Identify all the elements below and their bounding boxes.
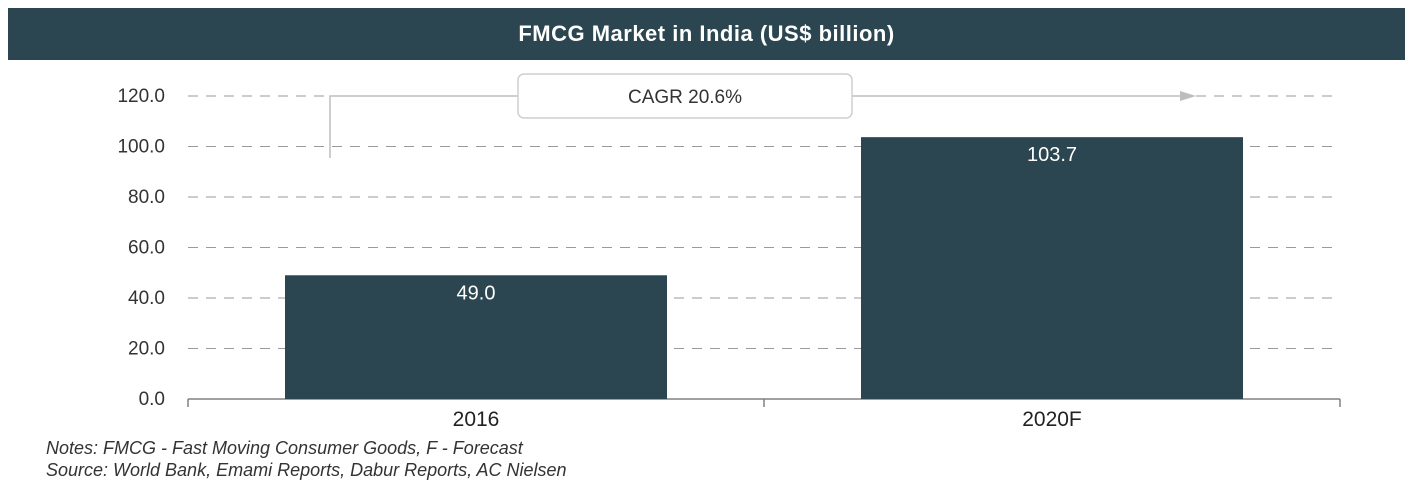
source-line: Source: World Bank, Emami Reports, Dabur… [46,460,567,480]
data-label: 103.7 [1027,144,1077,166]
bar [285,275,667,399]
chart-title-bar: FMCG Market in India (US$ billion) [8,8,1405,60]
cagr-arrowhead [1180,91,1196,101]
data-label: 49.0 [457,282,496,304]
y-tick-label: 0.0 [139,389,165,410]
bar [861,137,1243,399]
cagr-callout-box [517,73,853,119]
cagr-label: CAGR 20.6% [628,87,742,108]
chart-title: FMCG Market in India (US$ billion) [518,21,895,46]
y-tick-label: 40.0 [128,288,165,309]
x-tick-label: 2020F [1022,408,1082,431]
chart-notes: Notes: FMCG - Fast Moving Consumer Goods… [46,437,567,481]
y-tick-label: 100.0 [117,137,165,158]
y-tick-label: 80.0 [128,187,165,208]
notes-line: Notes: FMCG - Fast Moving Consumer Goods… [46,438,523,458]
y-tick-label: 60.0 [128,238,165,259]
x-tick-label: 2016 [453,408,500,431]
y-tick-label: 20.0 [128,339,165,360]
cagr-bracket [329,95,518,158]
y-tick-label: 120.0 [117,86,165,107]
